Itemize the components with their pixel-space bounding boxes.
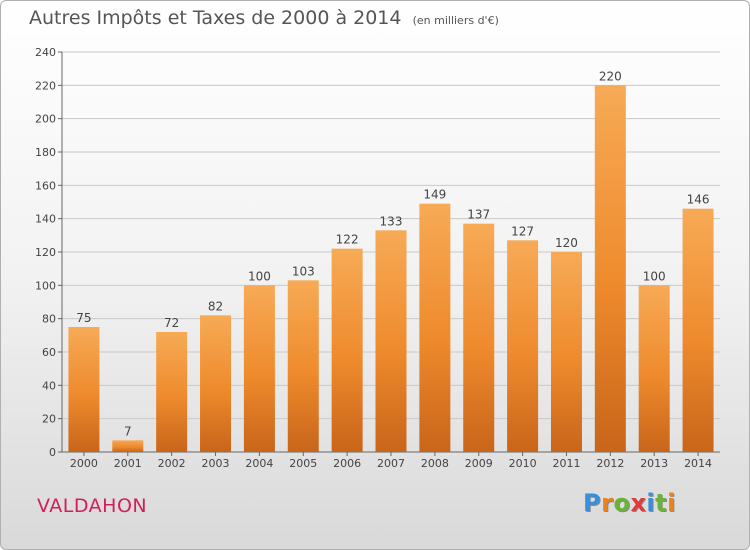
x-tick-label: 2003: [202, 457, 230, 470]
x-tick-label: 2009: [465, 457, 493, 470]
data-label: 127: [511, 224, 534, 238]
y-tick-label: 240: [35, 46, 56, 59]
data-label: 103: [292, 264, 315, 278]
bar: [375, 230, 407, 452]
logo-letter: i: [667, 489, 676, 517]
data-label: 120: [555, 236, 578, 250]
y-tick-label: 120: [35, 246, 56, 259]
data-label: 75: [76, 311, 91, 325]
data-label: 220: [599, 69, 622, 83]
y-tick-label: 60: [42, 346, 56, 359]
bar: [638, 285, 670, 452]
data-label: 137: [467, 208, 490, 222]
x-tick-label: 2000: [70, 457, 98, 470]
bar: [550, 252, 582, 452]
y-tick-label: 20: [42, 413, 56, 426]
y-tick-label: 160: [35, 179, 56, 192]
chart-unit-note: (en milliers d'€): [412, 14, 499, 27]
x-tick-label: 2007: [377, 457, 405, 470]
data-label: 149: [423, 188, 446, 202]
proxiti-logo: Proxiti: [583, 489, 676, 517]
data-label: 100: [248, 269, 271, 283]
chart-title: Autres Impôts et Taxes de 2000 à 2014: [29, 7, 402, 29]
bar: [156, 332, 188, 452]
bar: [287, 280, 319, 452]
logo-letter: P: [583, 489, 602, 517]
logo-letter: o: [613, 489, 631, 517]
logo-letter: x: [630, 489, 647, 517]
y-tick-label: 40: [42, 379, 56, 392]
x-tick-label: 2010: [509, 457, 537, 470]
bar: [507, 240, 539, 452]
data-label: 122: [336, 233, 359, 247]
bar: [331, 248, 363, 452]
bar: [112, 440, 144, 452]
bar: [200, 315, 232, 452]
x-tick-label: 2005: [289, 457, 317, 470]
bar: [463, 223, 495, 452]
chart-title-block: Autres Impôts et Taxes de 2000 à 2014 (e…: [29, 7, 499, 29]
y-tick-label: 0: [49, 446, 56, 459]
x-tick-label: 2002: [158, 457, 186, 470]
y-tick-label: 220: [35, 79, 56, 92]
y-tick-label: 180: [35, 146, 56, 159]
x-tick-label: 2011: [552, 457, 580, 470]
bar: [68, 327, 100, 452]
data-label: 146: [687, 193, 710, 207]
bar: [682, 208, 714, 452]
x-tick-label: 2012: [596, 457, 624, 470]
data-label: 133: [380, 214, 403, 228]
x-tick-label: 2013: [640, 457, 668, 470]
data-label: 82: [208, 299, 223, 313]
data-label: 72: [164, 316, 179, 330]
x-tick-label: 2014: [684, 457, 712, 470]
data-label: 100: [643, 269, 666, 283]
x-tick-label: 2008: [421, 457, 449, 470]
y-tick-label: 200: [35, 113, 56, 126]
y-tick-label: 100: [35, 279, 56, 292]
town-name: VALDAHON: [37, 495, 148, 517]
bar: [243, 285, 275, 452]
bar: [594, 85, 626, 452]
logo-letter: r: [601, 489, 614, 517]
y-tick-label: 140: [35, 213, 56, 226]
x-tick-label: 2006: [333, 457, 361, 470]
bar: [419, 203, 451, 452]
y-tick-label: 80: [42, 313, 56, 326]
x-tick-label: 2004: [245, 457, 273, 470]
data-label: 7: [124, 424, 132, 438]
logo-letter: i: [646, 489, 656, 517]
x-tick-label: 2001: [114, 457, 142, 470]
logo-letter: t: [655, 489, 668, 517]
